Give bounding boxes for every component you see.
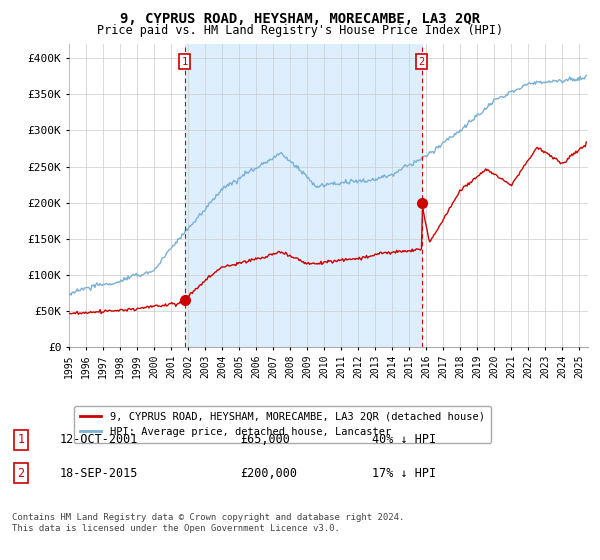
Text: 1: 1 [17,433,25,446]
Text: £65,000: £65,000 [240,433,290,446]
Text: Price paid vs. HM Land Registry's House Price Index (HPI): Price paid vs. HM Land Registry's House … [97,24,503,36]
Text: 40% ↓ HPI: 40% ↓ HPI [372,433,436,446]
Text: 1: 1 [181,57,188,67]
Text: 9, CYPRUS ROAD, HEYSHAM, MORECAMBE, LA3 2QR: 9, CYPRUS ROAD, HEYSHAM, MORECAMBE, LA3 … [120,12,480,26]
Bar [185,44,422,347]
Legend: 9, CYPRUS ROAD, HEYSHAM, MORECAMBE, LA3 2QR (detached house), HPI: Average price: 9, CYPRUS ROAD, HEYSHAM, MORECAMBE, LA3 … [74,405,491,443]
Text: Contains HM Land Registry data © Crown copyright and database right 2024.: Contains HM Land Registry data © Crown c… [12,513,404,522]
Text: £200,000: £200,000 [240,466,297,480]
Text: 12-OCT-2001: 12-OCT-2001 [60,433,139,446]
Text: 18-SEP-2015: 18-SEP-2015 [60,466,139,480]
Text: 2: 2 [418,57,425,67]
Text: This data is licensed under the Open Government Licence v3.0.: This data is licensed under the Open Gov… [12,524,340,533]
Text: 2: 2 [17,466,25,480]
Text: 17% ↓ HPI: 17% ↓ HPI [372,466,436,480]
